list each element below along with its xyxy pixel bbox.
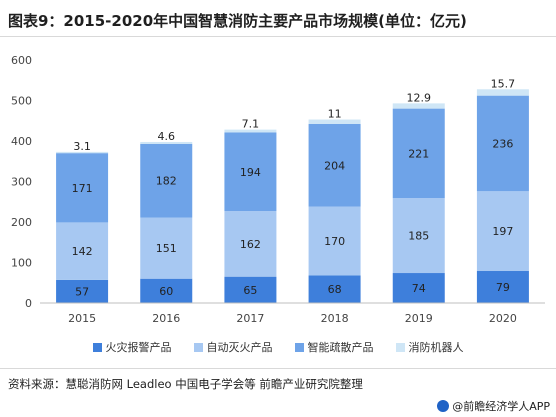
bar-segment [224,276,277,303]
bar-segment [224,129,277,133]
x-tick-label: 2019 [405,312,433,325]
data-label: 57 [75,285,89,298]
y-axis: 0 100 200 300 400 500 600 [11,54,32,310]
bar-segment [308,206,361,276]
bar-segment [308,123,361,207]
legend-item: 消防机器人 [395,339,464,355]
data-label: 185 [408,230,429,243]
data-label: 65 [243,284,257,297]
bar-stack-2017: 65 162 194 7.1 [224,118,277,303]
data-label: 11 [328,108,342,121]
legend-item: 火灾报警产品 [92,339,172,355]
y-tick-label: 300 [11,176,32,189]
bar-segment [476,95,529,192]
x-axis: 2015 2016 2017 2018 2019 2020 [40,302,545,325]
legend-item: 智能疏散产品 [294,339,374,355]
legend-swatch [193,342,203,352]
legend-item: 自动灭火产品 [193,339,273,355]
bar-segment [392,108,445,199]
y-tick-label: 600 [11,54,32,67]
bar-segment [308,275,361,303]
data-label: 151 [156,242,177,255]
y-tick-label: 500 [11,95,32,108]
bar-stack-2019: 74 185 221 12.9 [392,91,445,303]
legend-label: 火灾报警产品 [105,341,172,354]
y-tick-label: 200 [11,216,32,229]
bar-segment [56,222,109,280]
bar-segment [308,119,361,124]
bar-segment [140,143,193,218]
x-tick-label: 2018 [321,312,349,325]
bar-segment [392,273,445,303]
bar-stack-2015: 57 142 171 3.1 [56,140,109,303]
legend-swatch [92,342,102,352]
source-note: 资料来源：慧聪消防网 Leadleo 中国电子学会等 前瞻产业研究院整理 [8,377,363,391]
bar-segment [224,132,277,212]
data-label: 236 [492,137,513,150]
legend-label: 智能疏散产品 [307,341,374,354]
x-tick-label: 2020 [489,312,517,325]
bar-stack-2020: 79 197 236 15.7 [476,77,529,303]
bar-segment [140,217,193,279]
y-tick-label: 0 [25,297,32,310]
y-tick-label: 400 [11,135,32,148]
bar-segment [476,89,529,96]
data-label: 60 [159,285,173,298]
data-label: 12.9 [407,91,432,104]
bar-segment [392,198,445,274]
legend-label: 消防机器人 [408,341,464,354]
brand-logo-icon [437,400,450,412]
data-label: 7.1 [242,118,260,131]
data-label: 197 [492,225,513,238]
x-tick-label: 2015 [68,312,96,325]
bar-segment [140,278,193,303]
data-label: 162 [240,238,261,251]
legend-label: 自动灭火产品 [206,341,273,354]
bar-segment [56,279,109,303]
chart-title: 图表9：2015-2020年中国智慧消防主要产品市场规模(单位：亿元) [8,12,467,30]
data-label: 194 [240,166,261,179]
x-tick-label: 2017 [236,312,264,325]
bar-segment [56,151,109,154]
bars: 57 142 171 3.1 60 151 182 4.6 65 162 194 7.1 68 170 20… [56,77,529,303]
bar-stack-2016: 60 151 182 4.6 [140,130,193,303]
data-label: 68 [328,283,342,296]
data-label: 221 [408,147,429,160]
stacked-bar-chart: 0 100 200 300 400 500 600 57 142 171 3.1 60 151 182 4… [11,54,545,325]
y-tick-label: 100 [11,257,32,270]
legend-swatch [395,342,405,352]
title-divider [0,36,556,37]
bar-segment [476,271,529,303]
bar-stack-2018: 68 170 204 11 [308,108,361,303]
data-label: 170 [324,235,345,248]
data-label: 182 [156,175,177,188]
data-label: 3.1 [73,140,91,153]
brand-mark: @前瞻经济学人APP [437,398,550,414]
data-label: 74 [412,282,426,295]
data-label: 204 [324,159,345,172]
bar-segment [392,103,445,109]
legend-swatch [294,342,304,352]
data-label: 15.7 [491,77,516,90]
bar-segment [56,153,109,223]
data-label: 142 [72,245,93,258]
x-tick-label: 2016 [152,312,180,325]
data-label: 4.6 [158,130,176,143]
legend: 火灾报警产品 自动灭火产品 智能疏散产品 消防机器人 [0,339,556,355]
brand-text: @前瞻经济学人APP [452,400,550,413]
source-divider [0,368,556,369]
bar-segment [224,211,277,277]
bar-segment [140,141,193,144]
data-label: 171 [72,182,93,195]
data-label: 79 [496,281,510,294]
bar-segment [476,191,529,272]
